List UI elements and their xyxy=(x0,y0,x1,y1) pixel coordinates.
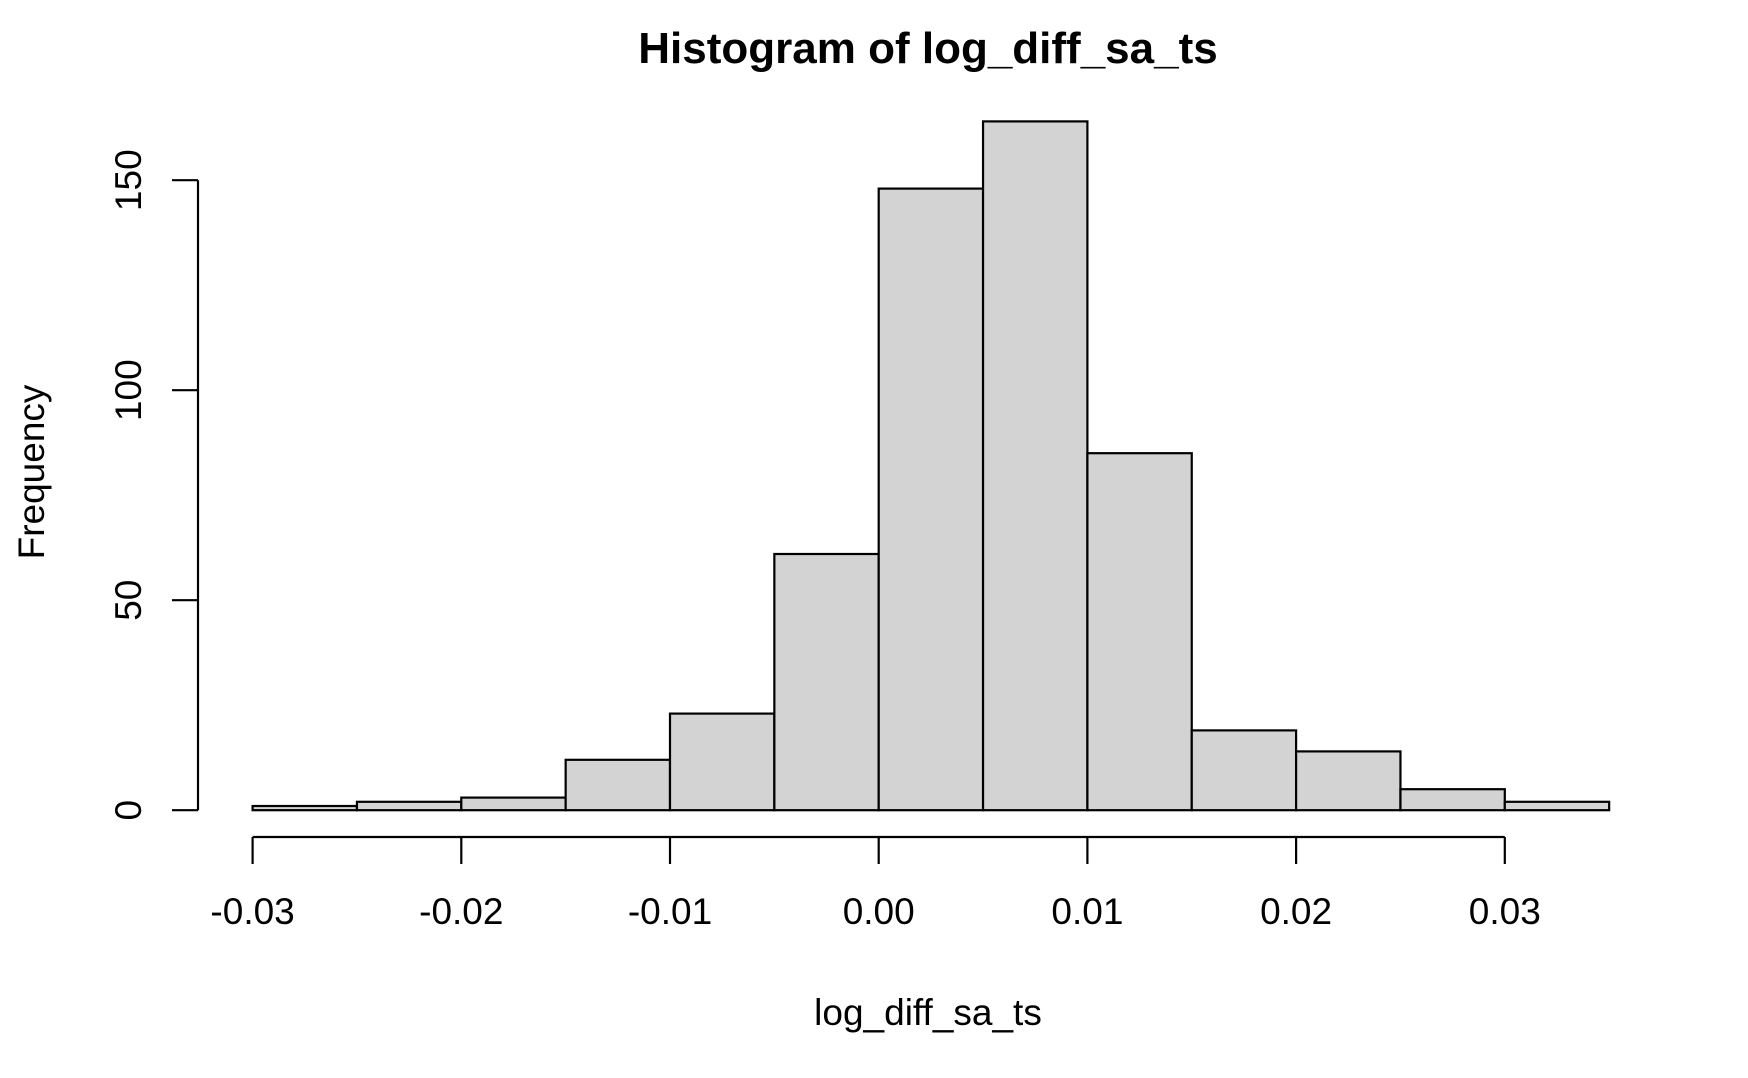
x-tick-label: 0.02 xyxy=(1260,891,1332,932)
histogram-bar-6 xyxy=(877,187,985,812)
histogram-bar-10 xyxy=(1294,750,1402,812)
histogram-bar-3 xyxy=(564,758,672,812)
histogram-bar-11 xyxy=(1399,788,1506,812)
x-tick-label: -0.01 xyxy=(628,891,712,932)
y-axis: 0 50 100 150 xyxy=(108,149,200,821)
x-axis: -0.03 -0.02 -0.01 0.00 0.01 0.02 0.03 xyxy=(210,835,1541,932)
histogram-bar-0 xyxy=(251,804,359,812)
histogram-bars xyxy=(251,120,1611,812)
histogram-bar-7 xyxy=(981,120,1089,812)
x-tick-label: 0.01 xyxy=(1051,891,1123,932)
chart-title: Histogram of log_diff_sa_ts xyxy=(638,24,1217,73)
y-tick-label: 100 xyxy=(108,359,149,421)
histogram-bar-12 xyxy=(1503,800,1611,812)
y-axis-label: Frequency xyxy=(11,384,52,559)
y-tick-label: 150 xyxy=(108,149,149,211)
histogram-bar-1 xyxy=(355,800,463,812)
histogram-bar-2 xyxy=(460,796,567,812)
histogram-bar-8 xyxy=(1086,452,1193,812)
y-tick-label: 50 xyxy=(108,580,149,621)
x-tick-label: -0.02 xyxy=(419,891,503,932)
histogram-bar-4 xyxy=(668,712,776,812)
histogram-bar-9 xyxy=(1190,729,1298,812)
x-axis-label: log_diff_sa_ts xyxy=(814,992,1042,1033)
x-tick-label: 0.00 xyxy=(843,891,915,932)
x-tick-label: -0.03 xyxy=(210,891,294,932)
y-tick-label: 0 xyxy=(108,800,149,821)
x-tick-label: 0.03 xyxy=(1469,891,1541,932)
histogram-bar-5 xyxy=(773,552,880,812)
